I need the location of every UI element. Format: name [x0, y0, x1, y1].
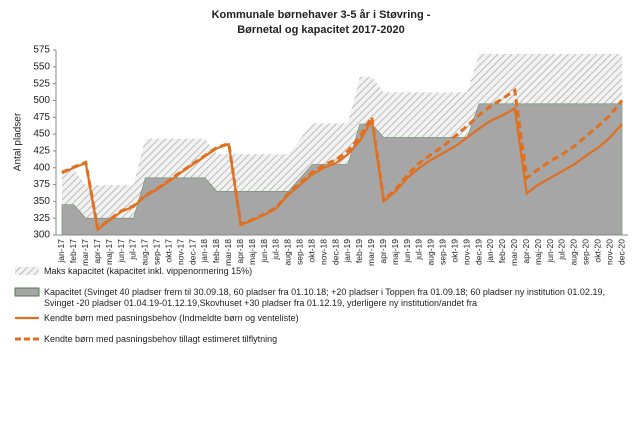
x-tick-label: okt-17 [163, 239, 173, 263]
legend-swatch [15, 316, 39, 320]
x-tick-label: jan-20 [485, 239, 495, 264]
legend-label: Kapacitet (Svinget 40 pladser frem til 3… [44, 287, 605, 308]
x-tick-label: mar-19 [366, 239, 376, 266]
x-tick-label: nov-19 [461, 239, 471, 265]
legend-item: Kendte børn med pasningsbehov tillagt es… [14, 334, 614, 345]
area [61, 103, 623, 236]
x-tick-label: dec-17 [187, 239, 197, 265]
chart-title: Børnetal og kapacitet 2017-2020 [237, 24, 405, 36]
swatch [15, 267, 39, 275]
x-tick-label: aug-19 [426, 239, 436, 266]
x-tick-label: jul-20 [557, 239, 567, 261]
x-tick-label: aug-18 [283, 239, 293, 266]
x-tick-label: jun-18 [259, 239, 269, 264]
x-tick-label: dec-19 [473, 239, 483, 265]
legend-swatch [15, 267, 39, 275]
x-tick-label: apr-18 [235, 239, 245, 264]
x-tick-label: apr-20 [521, 239, 531, 264]
x-tick-label: aug-20 [569, 239, 579, 266]
x-tick-label: dec-18 [330, 239, 340, 265]
y-tick-label: 375 [33, 179, 50, 190]
x-tick-label: dec-20 [616, 239, 626, 265]
legend-item: Kapacitet (Svinget 40 pladser frem til 3… [14, 287, 614, 309]
x-tick-label: maj-18 [247, 239, 257, 265]
y-tick-label: 325 [33, 213, 50, 224]
y-tick-label: 450 [33, 129, 50, 140]
swatch [14, 287, 40, 297]
x-tick-label: nov-20 [604, 239, 614, 265]
y-tick-label: 400 [33, 162, 50, 173]
x-tick-label: jun-17 [116, 239, 126, 264]
x-tick-label: sep-17 [152, 239, 162, 265]
x-tick-label: jul-17 [128, 239, 138, 261]
legend-swatch [15, 337, 39, 341]
x-tick-label: mar-18 [223, 239, 233, 266]
x-tick-label: jan-19 [342, 239, 352, 264]
x-tick-label: okt-18 [306, 239, 316, 263]
x-tick-label: maj-19 [390, 239, 400, 265]
x-tick-label: nov-17 [175, 239, 185, 265]
y-tick-label: 350 [33, 196, 50, 207]
x-tick-label: okt-20 [592, 239, 602, 263]
x-tick-label: okt-19 [449, 239, 459, 263]
x-tick-label: sep-19 [438, 239, 448, 265]
y-tick-label: 425 [33, 146, 50, 157]
x-tick-label: sep-18 [295, 239, 305, 265]
x-tick-label: maj-17 [104, 239, 114, 265]
x-tick-label: feb-20 [497, 239, 507, 263]
chart: Kommunale børnehaver 3-5 år i Støvring -… [13, 9, 628, 266]
line [61, 87, 624, 232]
x-tick-label: jun-19 [402, 239, 412, 264]
y-tick-label: 500 [33, 95, 50, 106]
x-tick-label: jan-17 [56, 239, 66, 264]
x-tick-label: apr-19 [378, 239, 388, 264]
chart-title: Kommunale børnehaver 3-5 år i Støvring - [212, 9, 431, 21]
x-tick-label: feb-17 [68, 239, 78, 263]
y-tick-label: 575 [33, 45, 50, 56]
y-tick-label: 300 [33, 230, 50, 241]
legend: Maks kapacitet (kapacitet inkl. vippenor… [14, 266, 614, 349]
x-tick-label: sep-20 [581, 239, 591, 265]
y-axis-label: Antal pladser [13, 112, 24, 171]
x-tick-label: feb-19 [354, 239, 364, 263]
x-tick-label: jun-20 [545, 239, 555, 264]
x-tick-label: nov-18 [318, 239, 328, 265]
legend-swatch [14, 287, 40, 297]
legend-label: Maks kapacitet (kapacitet inkl. vippenor… [44, 266, 253, 276]
x-tick-label: aug-17 [140, 239, 150, 266]
x-tick-label: jan-18 [199, 239, 209, 264]
y-tick-label: 525 [33, 78, 50, 89]
x-tick-label: jul-19 [414, 239, 424, 261]
y-tick-label: 475 [33, 112, 50, 123]
x-tick-label: mar-17 [80, 239, 90, 266]
y-tick-label: 550 [33, 61, 50, 72]
legend-label: Kendte børn med pasningsbehov tillagt es… [44, 334, 278, 344]
x-tick-label: apr-17 [92, 239, 102, 264]
x-tick-label: maj-20 [533, 239, 543, 265]
legend-item: Maks kapacitet (kapacitet inkl. vippenor… [14, 266, 614, 277]
x-tick-label: jul-18 [271, 239, 281, 261]
x-tick-label: feb-18 [211, 239, 221, 263]
legend-label: Kendte børn med pasningsbehov (Indmeldte… [44, 313, 299, 323]
x-tick-label: mar-20 [509, 239, 519, 266]
legend-item: Kendte børn med pasningsbehov (Indmeldte… [14, 313, 614, 324]
line [61, 106, 623, 232]
